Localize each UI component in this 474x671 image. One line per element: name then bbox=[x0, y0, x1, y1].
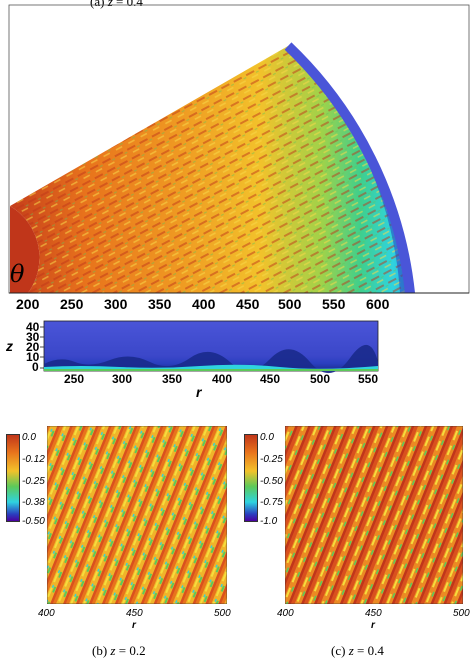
caption-value: = 0.4 bbox=[353, 643, 384, 658]
colorbar-tick: -1.0 bbox=[260, 516, 278, 527]
colorbar-tick: -0.25 bbox=[22, 476, 45, 487]
panel-b-x-tick: 500 bbox=[214, 608, 231, 619]
side-r-tick: 250 bbox=[64, 372, 85, 386]
inner-boundary-region bbox=[10, 206, 40, 293]
panel-b-x-tick: 400 bbox=[38, 608, 55, 619]
caption-prefix: (b) bbox=[92, 643, 111, 658]
wedge-r-tick: 450 bbox=[236, 296, 260, 312]
panel-c-x-tick: 500 bbox=[453, 608, 470, 619]
panel-b-caption: (b) z = 0.2 bbox=[92, 643, 146, 659]
caption-variable: z bbox=[110, 643, 116, 658]
panel-b-x-label: r bbox=[132, 620, 136, 631]
side-r-tick: 550 bbox=[358, 372, 379, 386]
panel-c-x-label: r bbox=[371, 620, 375, 631]
caption-prefix: (c) bbox=[331, 643, 349, 658]
panel-c: 0.0 -0.25 -0.50 -0.75 -1.0 400 450 500 r… bbox=[237, 420, 474, 660]
wedge-r-tick: 400 bbox=[192, 296, 216, 312]
wedge-r-tick: 550 bbox=[322, 296, 346, 312]
wedge-r-tick: 600 bbox=[366, 296, 390, 312]
caption-variable: z bbox=[348, 643, 354, 658]
outer-boundary bbox=[284, 42, 415, 294]
colorbar-tick: -0.12 bbox=[22, 454, 45, 465]
z-tick: 40 bbox=[26, 320, 40, 334]
panel-c-colorbar bbox=[244, 434, 258, 522]
wedge-r-tick: 200 bbox=[16, 296, 40, 312]
z-tick: 30 bbox=[26, 330, 40, 344]
theta-label: θ bbox=[10, 260, 25, 288]
colorbar-tick: -0.75 bbox=[260, 497, 283, 508]
side-r-tick: 400 bbox=[212, 372, 233, 386]
side-view-r-ticks: 250 300 350 400 450 500 550 bbox=[0, 372, 474, 390]
colorbar-tick: -0.25 bbox=[260, 454, 283, 465]
colorbar-tick: 0.0 bbox=[22, 432, 36, 443]
wedge-r-tick: 250 bbox=[60, 296, 84, 312]
wedge-r-tick: 300 bbox=[104, 296, 128, 312]
z-tick: 10 bbox=[26, 350, 40, 364]
wedge-r-tick: 500 bbox=[278, 296, 302, 312]
side-view-r-label: r bbox=[196, 384, 202, 400]
caption-prefix: (a) bbox=[90, 0, 108, 9]
colorbar-tick: -0.50 bbox=[260, 476, 283, 487]
side-r-tick: 500 bbox=[310, 372, 331, 386]
panel-c-x-tick: 450 bbox=[365, 608, 382, 619]
wedge-plot bbox=[8, 4, 470, 294]
panel-b-field bbox=[47, 426, 227, 604]
side-r-tick: 300 bbox=[112, 372, 133, 386]
panel-b-x-tick: 450 bbox=[126, 608, 143, 619]
panel-b-colorbar bbox=[6, 434, 20, 522]
caption-variable: z bbox=[107, 0, 113, 9]
panel-c-x-tick: 400 bbox=[277, 608, 294, 619]
panel-b: 0.0 -0.12 -0.25 -0.38 -0.50 400 450 500 … bbox=[0, 420, 237, 660]
wedge-r-tick: 350 bbox=[148, 296, 172, 312]
colorbar-tick: -0.50 bbox=[22, 516, 45, 527]
figure-a-caption: (a) z = 0.4 bbox=[90, 0, 143, 10]
z-tick: 20 bbox=[26, 340, 40, 354]
side-r-tick: 450 bbox=[260, 372, 281, 386]
caption-value: = 0.4 bbox=[112, 0, 143, 9]
side-view-plot bbox=[40, 320, 379, 374]
z-tick: 0 bbox=[32, 360, 39, 374]
colorbar-tick: -0.38 bbox=[22, 497, 45, 508]
wedge-r-ticks: 200 250 300 350 400 450 500 550 600 bbox=[0, 296, 474, 314]
panel-c-field bbox=[285, 426, 463, 604]
caption-value: = 0.2 bbox=[115, 643, 146, 658]
side-view-z-label: z bbox=[6, 338, 13, 354]
panel-c-caption: (c) z = 0.4 bbox=[331, 643, 384, 659]
side-view-z-ticks: 40 30 20 10 0 bbox=[0, 318, 60, 378]
side-r-tick: 350 bbox=[162, 372, 183, 386]
colorbar-tick: 0.0 bbox=[260, 432, 274, 443]
